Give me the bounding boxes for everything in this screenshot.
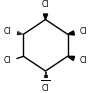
Polygon shape bbox=[68, 31, 74, 35]
Polygon shape bbox=[43, 14, 48, 20]
Text: Cl: Cl bbox=[80, 27, 87, 36]
Text: Cl: Cl bbox=[80, 56, 87, 65]
Text: Cl: Cl bbox=[4, 56, 11, 65]
Polygon shape bbox=[68, 56, 75, 60]
Text: Cl: Cl bbox=[42, 84, 49, 93]
Text: Cl: Cl bbox=[4, 27, 11, 36]
Text: Cl: Cl bbox=[42, 0, 49, 9]
